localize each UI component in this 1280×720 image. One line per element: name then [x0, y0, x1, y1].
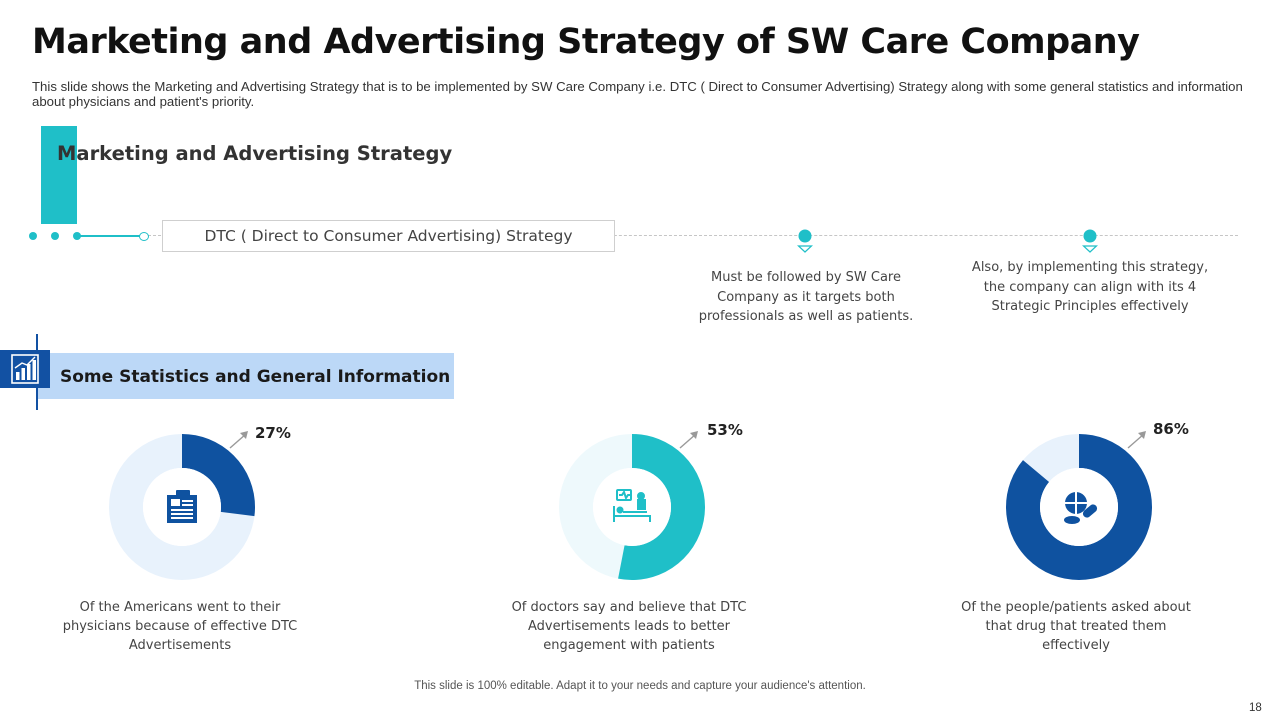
slide-subtitle: This slide shows the Marketing and Adver… — [32, 79, 1243, 109]
donut-chart — [1006, 434, 1152, 580]
stat-caption: Of the Americans went to their physician… — [62, 600, 298, 653]
arrow-icon — [229, 431, 248, 449]
bar-chart-icon — [11, 354, 39, 384]
timeline-dot — [73, 232, 81, 240]
slide-title: Marketing and Advertising Strategy of SW… — [32, 22, 1140, 62]
stat-percent: 86% — [1153, 420, 1189, 438]
page-number: 18 — [1249, 702, 1262, 714]
stat-caption: Of doctors say and believe that DTC Adve… — [511, 600, 747, 653]
timeline-hollow-dot — [139, 232, 149, 241]
strategy-point: Must be followed by SW Care Company as i… — [698, 270, 914, 324]
donut-chart — [109, 434, 255, 580]
arrow-icon — [1127, 431, 1146, 449]
pin-marker-icon — [797, 229, 813, 253]
slide-footer: This slide is 100% editable. Adapt it to… — [414, 680, 866, 692]
stat-percent: 27% — [255, 424, 291, 442]
strategy-box: DTC ( Direct to Consumer Advertising) St… — [162, 220, 615, 252]
timeline-line — [148, 235, 1238, 236]
patient-bed-icon — [613, 489, 651, 522]
news-report-icon — [167, 490, 197, 523]
donut-value-arc — [559, 434, 705, 580]
donut-chart — [559, 434, 705, 580]
donut-value-arc — [109, 434, 255, 580]
donut-center — [593, 468, 671, 546]
strategy-point: Also, by implementing this strategy, the… — [971, 260, 1209, 314]
stats-banner — [38, 353, 454, 399]
accent-bar — [41, 126, 77, 224]
stat-percent: 53% — [707, 421, 743, 439]
arrow-icon — [679, 431, 698, 449]
stat-caption: Of the people/patients asked about that … — [961, 600, 1191, 653]
stats-heading: Some Statistics and General Information — [60, 367, 451, 387]
donut-value-arc — [1006, 434, 1152, 580]
pin-marker-icon — [1082, 229, 1098, 253]
stats-icon-box — [0, 350, 50, 388]
pills-icon — [1064, 492, 1098, 524]
timeline-dot — [51, 232, 59, 240]
timeline-dot — [29, 232, 37, 240]
strategy-heading: Marketing and Advertising Strategy — [57, 142, 453, 165]
strategy-box-label: DTC ( Direct to Consumer Advertising) St… — [204, 227, 573, 245]
timeline-solid-segment — [80, 235, 142, 237]
